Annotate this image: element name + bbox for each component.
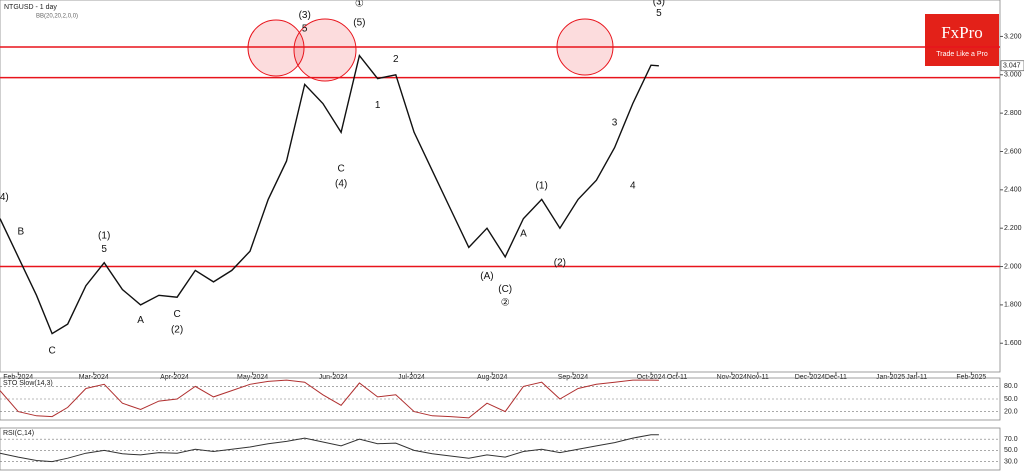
wave-label: C: [338, 163, 345, 174]
x-tick-label: Aug-2024: [477, 374, 507, 381]
x-tick-label: Jan-11: [906, 374, 927, 381]
wave-label: A: [520, 229, 527, 240]
wave-label: 3: [612, 117, 618, 128]
y-tick-label: 3.000: [1004, 72, 1022, 79]
y-tick-label: 50.0: [1004, 396, 1018, 403]
wave-label: ①: [355, 0, 364, 9]
wave-label: (C): [498, 284, 512, 295]
wave-label: (1): [98, 230, 110, 241]
wave-label: (1): [536, 181, 548, 192]
x-tick-label: Jun-2024: [319, 374, 348, 381]
wave-label: (4): [335, 179, 347, 190]
highlight-circle: [247, 19, 305, 77]
wave-label: 1: [375, 100, 381, 111]
wave-label: (3): [299, 10, 311, 21]
y-tick-label: 2.400: [1004, 187, 1022, 194]
y-tick-label: 2.800: [1004, 110, 1022, 117]
y-tick-label: 1.600: [1004, 340, 1022, 347]
x-tick-label: Oct-11: [667, 374, 688, 381]
y-tick-label: 2.600: [1004, 148, 1022, 155]
y-tick-label: 2.200: [1004, 225, 1022, 232]
x-tick-label: Jul-2024: [398, 374, 425, 381]
x-tick-label: Jan-2025: [876, 374, 905, 381]
wave-label: 2: [393, 54, 399, 65]
wave-label: 5: [656, 8, 662, 19]
x-tick-label: Dec-11: [825, 374, 847, 381]
y-tick-label: 3.200: [1004, 33, 1022, 40]
logo-tagline: Trade Like a Pro: [936, 51, 988, 58]
last-price-label: 3.047: [1003, 63, 1021, 70]
price-line: [0, 434, 659, 463]
wave-label: B: [17, 227, 24, 238]
panel-frame: [0, 0, 1001, 373]
x-tick-label: Feb-2024: [3, 374, 33, 381]
last-price-box: [1000, 60, 1024, 72]
y-tick-label: 70.0: [1004, 436, 1018, 443]
y-tick-label: 1.800: [1004, 302, 1022, 309]
y-tick-label: 50.0: [1004, 447, 1018, 454]
price-line: [0, 379, 659, 419]
wave-label: C: [48, 346, 55, 357]
chart-title: NTGUSD - 1 day: [4, 4, 57, 11]
panel-frame: [0, 427, 1001, 471]
x-tick-label: Sep-2024: [558, 374, 588, 381]
logo-box: [925, 14, 999, 66]
wave-label: (4): [0, 192, 9, 203]
x-tick-label: Mar-2024: [79, 374, 109, 381]
wave-label: (2): [171, 324, 183, 335]
wave-label: 5: [302, 23, 308, 34]
logo-name: FxPro: [941, 23, 983, 42]
wave-label: C: [173, 309, 180, 320]
highlight-circle: [293, 18, 357, 82]
wave-label: (5): [353, 18, 365, 29]
panel-title: STO Slow(14,3): [3, 380, 53, 387]
price-line: [0, 54, 659, 335]
indicator-label: BB(20,20,2,0,0): [36, 14, 78, 20]
y-tick-label: 30.0: [1004, 458, 1018, 465]
wave-label: ②: [501, 298, 510, 309]
wave-label: A: [137, 315, 144, 326]
x-tick-label: Apr-2024: [160, 374, 189, 381]
x-tick-label: Dec-2024: [795, 374, 825, 381]
wave-label: (A): [480, 271, 493, 282]
panel-frame: [0, 377, 1001, 421]
x-tick-label: Nov-2024: [717, 374, 747, 381]
wave-label: (3): [653, 0, 665, 8]
y-tick-label: 20.0: [1004, 408, 1018, 415]
wave-label: 4: [630, 181, 636, 192]
x-tick-label: Oct-2024: [637, 374, 666, 381]
panel-title: RSI(C,14): [3, 430, 34, 437]
wave-label: 5: [101, 244, 107, 255]
wave-label: (2): [554, 257, 566, 268]
y-tick-label: 80.0: [1004, 383, 1018, 390]
x-tick-label: Feb-2025: [956, 374, 986, 381]
x-tick-label: Nov-11: [747, 374, 769, 381]
x-tick-label: May-2024: [237, 374, 268, 381]
y-tick-label: 2.000: [1004, 263, 1022, 270]
